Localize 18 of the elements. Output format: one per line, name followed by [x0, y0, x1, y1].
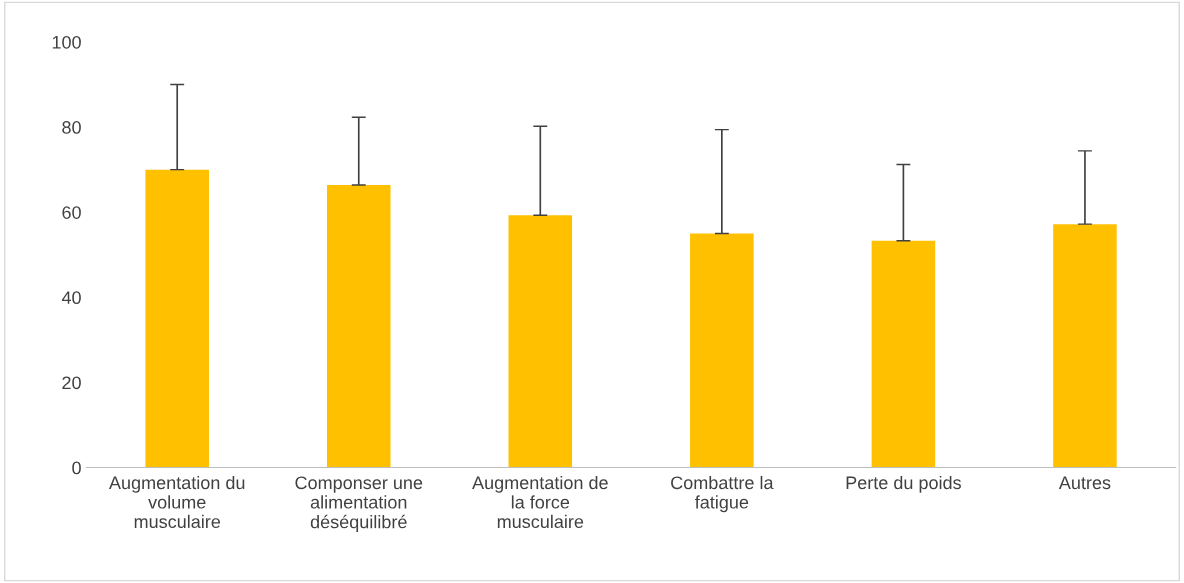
y-tick-label: 60	[62, 206, 81, 219]
y-tick-label: 20	[62, 376, 81, 390]
x-tick-label: Autres	[1058, 476, 1111, 490]
y-tick-label: 0	[72, 461, 81, 475]
x-tick-label: Augmentation du volume musculaire	[108, 475, 245, 529]
x-tick-label: Augmentation de la force musculaire	[472, 475, 608, 529]
bar	[1053, 224, 1117, 468]
bar	[145, 169, 209, 468]
x-tick-label: Perte du poids	[846, 475, 961, 493]
bar	[690, 233, 754, 468]
x-tick-label: Combattre la fatigue	[671, 475, 774, 513]
bar	[508, 215, 573, 468]
y-tick-label: 80	[62, 121, 81, 134]
bar	[871, 240, 936, 468]
x-tick-label: Componser une alimentation déséquilibré	[295, 476, 423, 532]
bar	[326, 184, 391, 468]
y-tick-label: 100	[52, 35, 81, 49]
y-tick-label: 40	[61, 291, 81, 305]
